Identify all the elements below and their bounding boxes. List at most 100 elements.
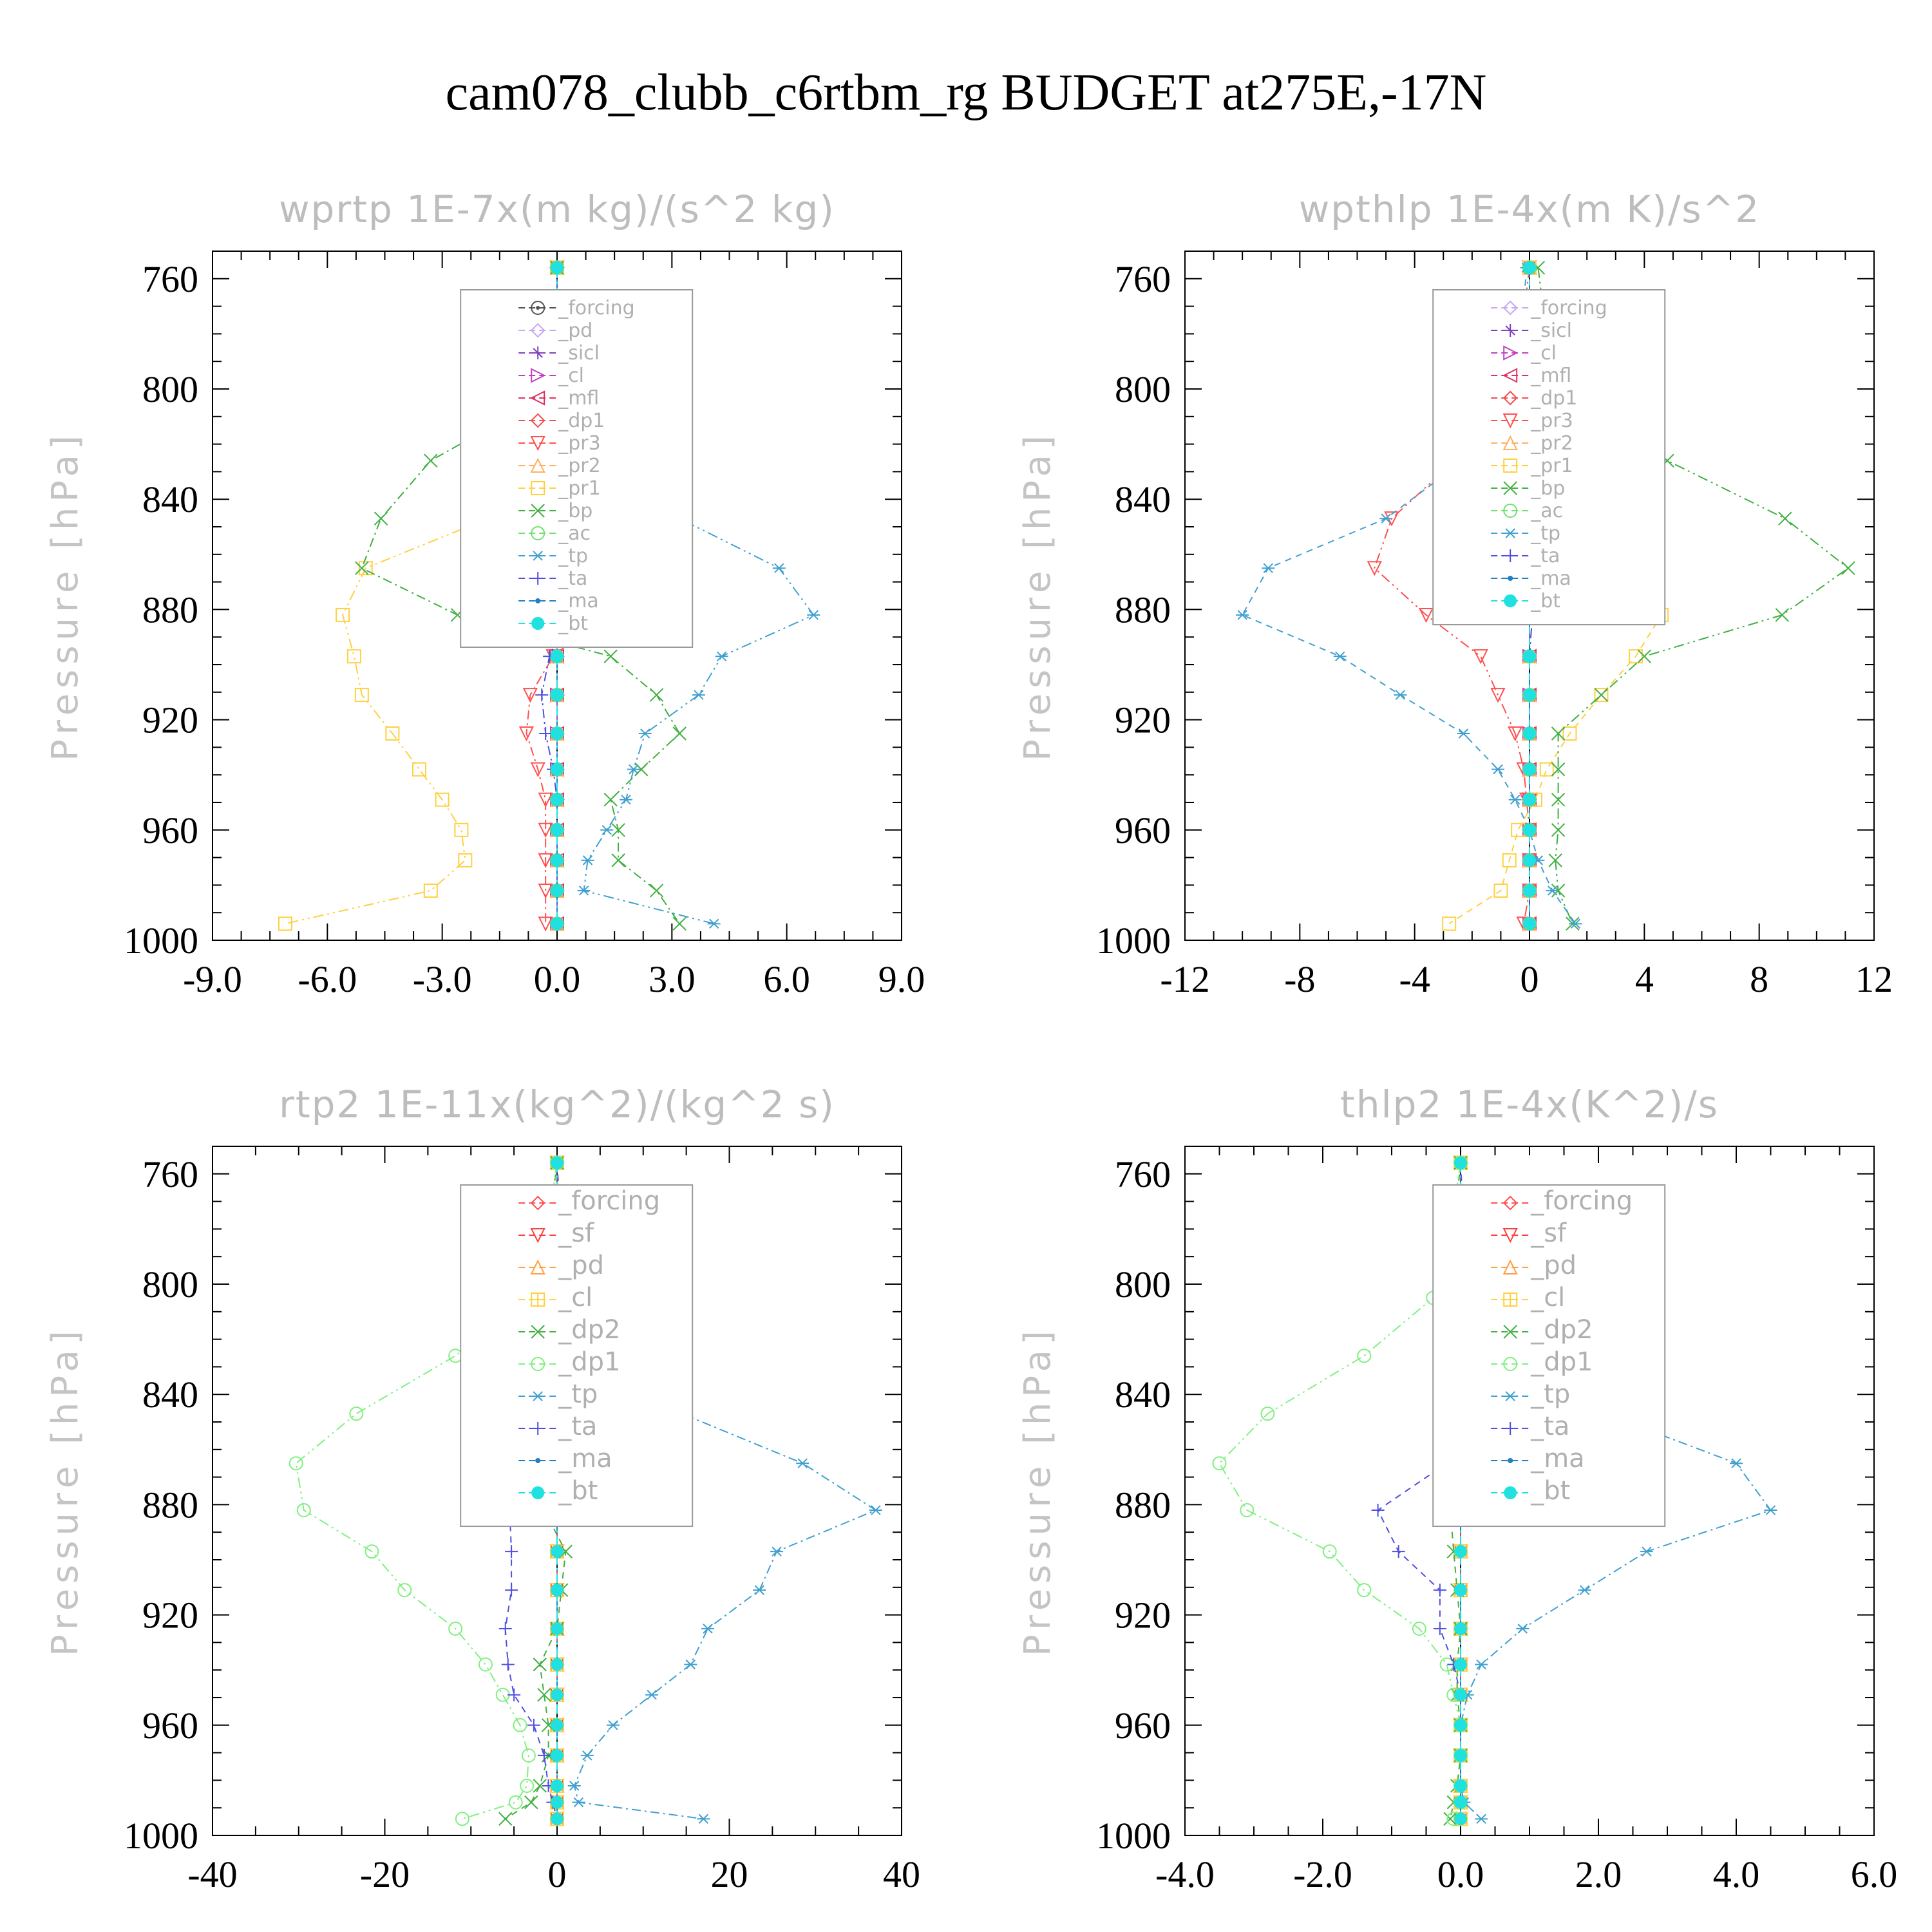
legend-entry-forcing-marker [531,301,545,315]
legend-entry-ma: _ma [518,1444,612,1473]
series-bt-point [551,1584,564,1597]
legend-entry-forcing-marker-center [536,306,540,310]
legend-entry-ma: _ma [1491,1444,1585,1473]
series-tp-point [1262,563,1275,573]
legend-entry-tp-label: _tp [558,1379,598,1409]
legend-box [460,1184,694,1527]
series-pr1-point [1562,726,1577,741]
x-tick-label: -2.0 [1293,1853,1352,1895]
legend-entry-dp1: _dp1 [518,1347,620,1377]
series-tp-point [567,1781,581,1791]
y-tick-label: 880 [1115,589,1171,630]
legend-entry-ma-marker [1508,1458,1513,1463]
series-dp1-point [365,1544,379,1559]
y-tick-label: 800 [142,368,198,410]
series-pr3-point [538,916,553,932]
y-axis-label: Pressure [hPa] [44,1325,86,1656]
series-bp-point [603,793,618,807]
legend-entry-cl: _cl [518,1283,592,1312]
legend-entry-pr1-marker [1503,459,1518,473]
legend-entry-sicl-label: _sicl [1530,319,1572,342]
series-dp2-point [524,1795,538,1810]
series-bt-point [1454,1718,1467,1732]
series-dp1-point [520,1778,535,1793]
legend-entry-dp2: _dp2 [518,1315,620,1345]
series-pr1-point [435,792,450,807]
series-bt-point [551,793,564,806]
series-bt-point [551,917,564,931]
series-tp-point [581,855,594,866]
x-tick-label: -3.0 [413,958,472,1000]
y-tick-label: 800 [1115,1264,1171,1305]
series-tp-point [1546,886,1559,896]
series-tp-point [580,1750,594,1761]
y-tick-label: 760 [142,258,198,300]
y-tick-label: 920 [1115,699,1171,741]
legend-entry-forcing-label: _forcing [558,1186,660,1216]
series-tp-line [556,267,815,925]
legend-entry-pr3-marker [1502,413,1518,429]
legend-box [1432,289,1666,625]
legend-entry-pr1: _pr1 [1491,455,1573,477]
series-dp1-point [1240,1502,1255,1517]
legend-entry-dp1: _dp1 [518,410,605,432]
series-dp1-point [478,1657,493,1672]
x-tick-label: 4 [1635,958,1654,1000]
series-dp1-point [1357,1349,1372,1363]
y-axis-label: Pressure [hPa] [1017,430,1059,761]
series-ta-point [505,1545,518,1558]
series-pr3-point [538,792,553,808]
series-tp-point [606,1720,620,1730]
legend-entry-pd-marker [530,323,545,338]
legend-entry-ta-marker [531,1422,545,1435]
series-bp-point [611,823,625,837]
series-bt-point [1523,261,1536,274]
series-bt-point [551,762,564,776]
series-pr3-point [530,762,545,777]
panel-1: wprtp 1E-7x(m kg)/(s^2 kg) Pressure [hPa]… [44,187,925,1000]
legend-entry-dp1-marker [1502,390,1518,406]
legend-entry-pr2-label: _pr2 [1530,432,1573,455]
y-tick-label: 1000 [124,1815,198,1857]
legend-entry-ac-marker [531,526,545,540]
series-bt-point [551,1779,564,1792]
series-bp-point [1594,688,1609,702]
legend-entry-cl: _cl [1491,1283,1565,1312]
series-bp-line [361,267,681,924]
series-tp-line [1241,267,1577,924]
y-tick-label: 1000 [124,920,198,961]
series-pr3-point [1418,607,1434,623]
legend-entry-ta-label: _ta [558,1412,597,1441]
series-bp-point [374,511,388,526]
series-tp-point [620,795,632,805]
series-tp-point [701,1624,715,1634]
series-dp1-point [1260,1406,1275,1421]
legend-entry-ta-marker [531,572,545,585]
x-tick-label: 6.0 [1851,1853,1898,1895]
series-pr3-point [1508,726,1523,742]
series-bp-point [1551,823,1566,837]
series-tp-point [1569,918,1582,929]
legend: _forcing_pd_sicl_cl_mfl_dp1_pr3_pr2_pr1_… [460,289,694,648]
legend-entry-cl-marker [531,368,546,383]
series-tp-point [715,651,728,661]
series-pr1-point [1502,853,1517,867]
series-pr1-point [412,762,426,777]
series-ta-point [507,1688,521,1701]
series-tp-point [770,1546,784,1557]
x-tick-label: 0 [1520,958,1539,1000]
y-axis-label: Pressure [hPa] [44,430,86,761]
legend-entry-dp2-label: _dp2 [558,1315,620,1345]
y-tick-label: 840 [1115,478,1171,520]
legend-entry-ac: _ac [518,522,591,545]
series-dp1-line [295,1162,558,1820]
series-bt-point [1523,762,1536,776]
x-tick-label: -4 [1399,958,1430,1000]
legend-entry-ta: _ta [518,1412,597,1441]
series-bt-point [1523,917,1536,931]
legend-entry-ta-label: _ta [1530,1412,1569,1441]
series-dp2-point [1443,1812,1457,1826]
y-tick-label: 840 [142,478,198,520]
series-bp-point [1548,853,1562,867]
series-ta-point [537,1748,551,1762]
